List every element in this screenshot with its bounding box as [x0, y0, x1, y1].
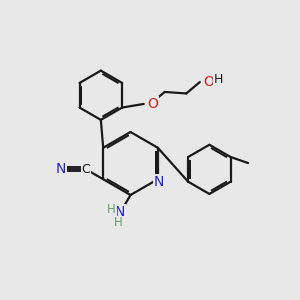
Text: O: O — [203, 75, 214, 89]
Text: H: H — [107, 203, 116, 216]
Text: N: N — [154, 175, 164, 189]
Text: N: N — [56, 162, 66, 176]
Text: H: H — [213, 73, 223, 86]
Text: H: H — [114, 216, 123, 229]
Text: O: O — [147, 97, 158, 111]
Text: N: N — [115, 205, 125, 219]
Text: C: C — [81, 163, 90, 176]
